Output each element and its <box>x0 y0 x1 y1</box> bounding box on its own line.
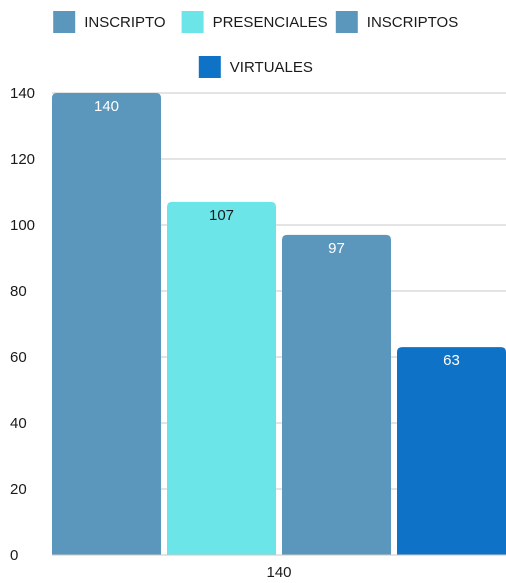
y-tick-label: 80 <box>10 283 27 300</box>
y-tick-label: 120 <box>10 151 35 168</box>
bar-presenciales <box>167 201 276 555</box>
y-tick-label: 0 <box>10 547 18 564</box>
legend-label: VIRTUALES <box>230 59 313 76</box>
x-axis: 140 <box>52 554 506 581</box>
bar-series <box>52 93 506 555</box>
bar-labels: 140 107 97 63 <box>94 98 460 369</box>
legend-swatch <box>198 56 221 78</box>
x-tick-label: 140 <box>266 564 291 581</box>
bar-value-label: 63 <box>443 352 460 369</box>
bar-inscriptos <box>282 234 391 555</box>
y-tick-label: 100 <box>10 217 35 234</box>
y-tick-label: 140 <box>10 85 35 102</box>
legend-swatch <box>335 11 358 33</box>
chart-legend: INSCRIPTO PRESENCIALES INSCRIPTOS VIRTUALES <box>53 11 458 78</box>
y-axis: 0 20 40 60 80 100 120 140 <box>10 85 35 564</box>
y-tick-label: 60 <box>10 349 27 366</box>
bar-value-label: 107 <box>209 207 234 224</box>
bar-value-label: 97 <box>328 240 345 257</box>
y-tick-label: 20 <box>10 481 27 498</box>
bar-virtuales <box>397 347 506 555</box>
bar-value-label: 140 <box>94 98 119 115</box>
legend-label: PRESENCIALES <box>213 14 328 31</box>
y-tick-label: 40 <box>10 415 27 432</box>
legend-label: INSCRIPTO <box>84 14 165 31</box>
bar-inscripto <box>52 93 161 555</box>
legend-swatch <box>53 11 76 33</box>
legend-swatch <box>181 11 204 33</box>
legend-label: INSCRIPTOS <box>367 14 458 31</box>
